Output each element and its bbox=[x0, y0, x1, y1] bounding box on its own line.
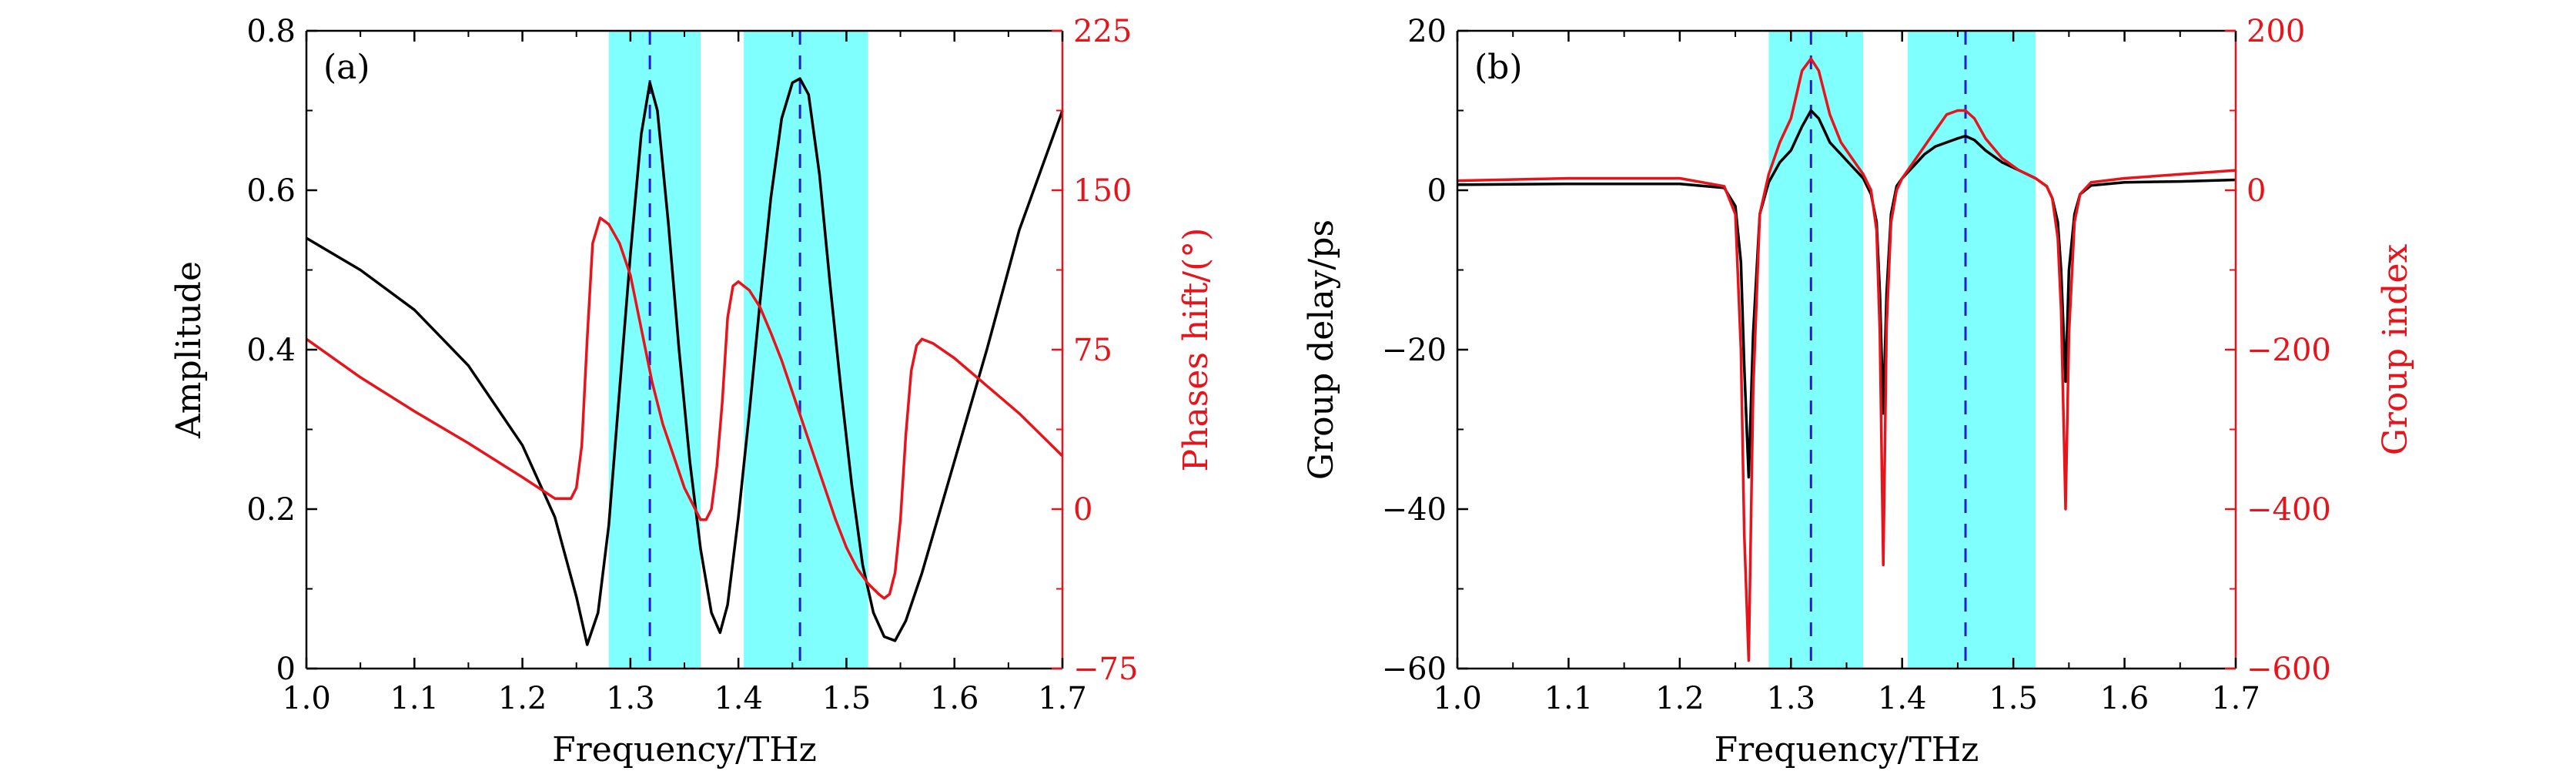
x-tick-label: 1.0 bbox=[1433, 681, 1482, 716]
x-tick-label: 1.4 bbox=[714, 681, 763, 716]
right-y-tick-label: 225 bbox=[1073, 14, 1132, 49]
left-y-tick-label: −40 bbox=[1382, 492, 1447, 528]
right-y-tick-label: 150 bbox=[1073, 173, 1132, 209]
panel-label: (a) bbox=[323, 48, 370, 87]
left-y-tick-label: −20 bbox=[1382, 333, 1447, 368]
right-y-tick-label: 0 bbox=[1073, 492, 1092, 528]
left-y-tick-label: −60 bbox=[1382, 652, 1447, 687]
left-y-tick-label: 0.4 bbox=[246, 333, 296, 368]
left-y-tick-label: 0.2 bbox=[246, 492, 296, 528]
x-tick-label: 1.1 bbox=[1544, 681, 1594, 716]
left-axis-series-line bbox=[1457, 109, 2236, 479]
panel-a-amplitude-phase: 1.0 1.1 1.2 1.3 1.4 1.5 1.6 1.7 0 0.2 0.4 0.6 0.8 −75… bbox=[169, 14, 1216, 769]
left-y-axis-title: Amplitude bbox=[169, 261, 209, 439]
highlight-band-2 bbox=[744, 31, 868, 669]
left-axis-series-line bbox=[306, 77, 1064, 646]
x-tick-label: 1.5 bbox=[822, 681, 871, 716]
x-tick-label: 1.0 bbox=[282, 681, 331, 716]
left-y-tick-label: 0.6 bbox=[246, 173, 296, 209]
highlight-band-2 bbox=[1907, 31, 2036, 669]
x-tick-label: 1.7 bbox=[2211, 681, 2260, 716]
right-axis-series-line bbox=[1457, 57, 2236, 662]
right-y-tick-label: 0 bbox=[2246, 173, 2266, 209]
x-tick-label: 1.6 bbox=[930, 681, 979, 716]
right-y-tick-label: −400 bbox=[2246, 492, 2331, 528]
x-tick-label: 1.5 bbox=[1989, 681, 2038, 716]
left-y-axis-title: Group delay/ps bbox=[1302, 220, 1341, 480]
x-axis-title: Frequency/THz bbox=[1715, 730, 1979, 769]
x-tick-label: 1.3 bbox=[1766, 681, 1815, 716]
x-tick-label: 1.3 bbox=[606, 681, 655, 716]
left-y-tick-label: 0 bbox=[1427, 173, 1447, 209]
x-tick-label: 1.7 bbox=[1038, 681, 1087, 716]
x-tick-label: 1.2 bbox=[1655, 681, 1705, 716]
right-axis-series-line bbox=[305, 216, 1064, 600]
left-y-tick-label: 0.8 bbox=[246, 14, 296, 49]
panel-label: (b) bbox=[1474, 48, 1523, 87]
highlight-band-1 bbox=[1768, 31, 1864, 669]
left-y-tick-label: 0 bbox=[276, 652, 296, 687]
right-y-tick-label: 75 bbox=[1073, 333, 1112, 368]
x-tick-label: 1.4 bbox=[1878, 681, 1927, 716]
right-y-axis-title: Group index bbox=[2376, 244, 2415, 456]
right-y-axis-title: Phases hift/(°) bbox=[1176, 228, 1216, 472]
right-y-tick-label: −75 bbox=[1073, 652, 1138, 687]
x-tick-label: 1.2 bbox=[498, 681, 547, 716]
x-axis-title: Frequency/THz bbox=[552, 730, 817, 769]
x-tick-label: 1.1 bbox=[390, 681, 439, 716]
right-y-tick-label: −200 bbox=[2246, 333, 2331, 368]
right-y-tick-label: 200 bbox=[2246, 14, 2305, 49]
right-y-tick-label: −600 bbox=[2246, 652, 2331, 687]
left-y-tick-label: 20 bbox=[1407, 14, 1447, 49]
x-tick-label: 1.6 bbox=[2100, 681, 2149, 716]
panel-b-group-delay-index: 1.0 1.1 1.2 1.3 1.4 1.5 1.6 1.7−60−40−20020−600… bbox=[1302, 14, 2415, 769]
